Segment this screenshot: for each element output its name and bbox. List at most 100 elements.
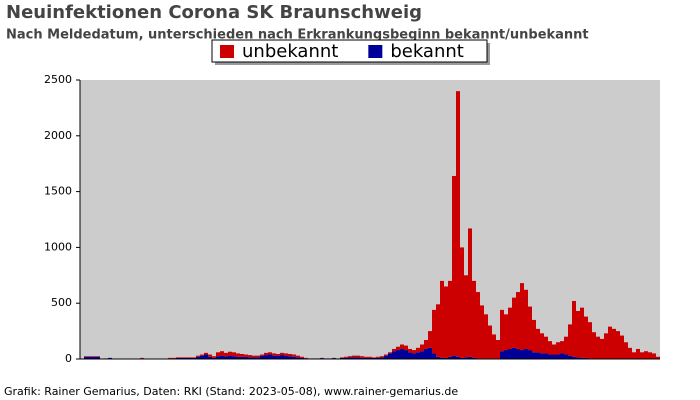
bar-segment <box>508 348 512 359</box>
bar-segment <box>212 356 216 358</box>
bar-segment <box>400 348 404 359</box>
y-tick-label: 2500 <box>44 73 72 86</box>
bar-segment <box>520 350 524 359</box>
bar-segment <box>464 357 468 359</box>
bar-segment <box>420 344 424 352</box>
legend-box <box>211 39 488 63</box>
bar-segment <box>256 355 260 358</box>
bar-segment <box>292 356 296 359</box>
bar-segment <box>520 283 524 351</box>
bar-segment <box>540 353 544 359</box>
bar-segment <box>516 292 520 349</box>
bar-segment <box>264 355 268 359</box>
y-tick-label: 1500 <box>44 185 72 198</box>
bar-segment <box>352 355 356 358</box>
bar-segment <box>564 336 568 355</box>
bar-segment <box>196 355 200 357</box>
bar-segment <box>464 275 468 358</box>
bar-segment <box>560 341 564 354</box>
bar-segment <box>188 357 192 358</box>
bar-segment <box>504 350 508 359</box>
bar-segment <box>516 348 520 359</box>
bar-segment <box>256 357 260 359</box>
bar-segment <box>572 356 576 359</box>
bar-segment <box>472 280 476 358</box>
y-tick-label: 2000 <box>44 129 72 142</box>
bar-segment <box>204 352 208 355</box>
bar-segment <box>648 352 652 359</box>
bar-segment <box>524 289 528 349</box>
bar-segment <box>292 354 296 357</box>
bar-segment <box>508 307 512 349</box>
bar-segment <box>376 357 380 359</box>
bar-segment <box>344 357 348 359</box>
bar-segment <box>236 356 240 359</box>
bar-segment <box>228 355 232 359</box>
bar-segment <box>384 354 388 356</box>
bar-segment <box>208 354 212 357</box>
bar-segment <box>216 352 220 357</box>
bar-segment <box>440 280 444 358</box>
bar-segment <box>428 347 432 359</box>
bar-segment <box>240 353 244 357</box>
bar-segment <box>524 348 528 359</box>
bar-segment <box>588 322 592 359</box>
bar-segment <box>232 352 236 357</box>
bar-segment <box>360 357 364 359</box>
legend-swatch <box>368 45 383 58</box>
bar-segment <box>488 325 492 359</box>
bar-segment <box>416 347 420 353</box>
bar-segment <box>260 354 264 356</box>
bar-segment <box>268 352 272 355</box>
bar-segment <box>592 332 596 359</box>
bar-segment <box>432 309 436 354</box>
bar-segment <box>628 347 632 359</box>
bar-segment <box>84 356 88 359</box>
bar-segment <box>212 357 216 359</box>
bar-segment <box>584 316 588 358</box>
bar-segment <box>608 326 612 359</box>
bar-segment <box>428 331 432 348</box>
bar-segment <box>380 356 384 358</box>
bar-segment <box>448 280 452 357</box>
bar-segment <box>248 357 252 359</box>
bar-segment <box>184 357 188 358</box>
bar-segment <box>284 353 288 356</box>
bar-segment <box>548 341 552 355</box>
bar-segment <box>556 342 560 355</box>
bar-segment <box>656 356 660 359</box>
bar-segment <box>564 354 568 359</box>
bar-segment <box>180 357 184 358</box>
bar-segment <box>408 348 412 353</box>
bar-segment <box>340 357 344 359</box>
bar-segment <box>536 328 540 353</box>
bar-segment <box>468 356 472 359</box>
bar-segment <box>252 355 256 358</box>
bar-segment <box>204 354 208 359</box>
y-tick-label: 0 <box>65 352 72 365</box>
bar-segment <box>388 352 392 354</box>
bar-segment <box>436 304 440 357</box>
bar-segment <box>548 354 552 359</box>
bar-segment <box>532 319 536 353</box>
bar-segment <box>616 331 620 359</box>
bar-segment <box>444 286 448 358</box>
bar-segment <box>188 357 192 359</box>
bar-segment <box>280 355 284 359</box>
legend: unbekannt bekannt <box>211 39 490 65</box>
source-note: Grafik: Rainer Gemarius, Daten: RKI (Sta… <box>4 385 458 398</box>
bar-segment <box>240 356 244 359</box>
bar-segment <box>496 340 500 359</box>
bar-segment <box>512 297 516 348</box>
bar-segment <box>388 353 392 359</box>
bar-segment <box>352 357 356 359</box>
bar-segment <box>640 352 644 359</box>
bar-segment <box>200 354 204 356</box>
bar-segment <box>544 336 548 354</box>
bar-segment <box>652 353 656 359</box>
bar-segment <box>624 342 628 359</box>
bar-segment <box>348 357 352 359</box>
bar-segment <box>396 350 400 359</box>
bar-segment <box>424 348 428 359</box>
bar-segment <box>644 351 648 359</box>
